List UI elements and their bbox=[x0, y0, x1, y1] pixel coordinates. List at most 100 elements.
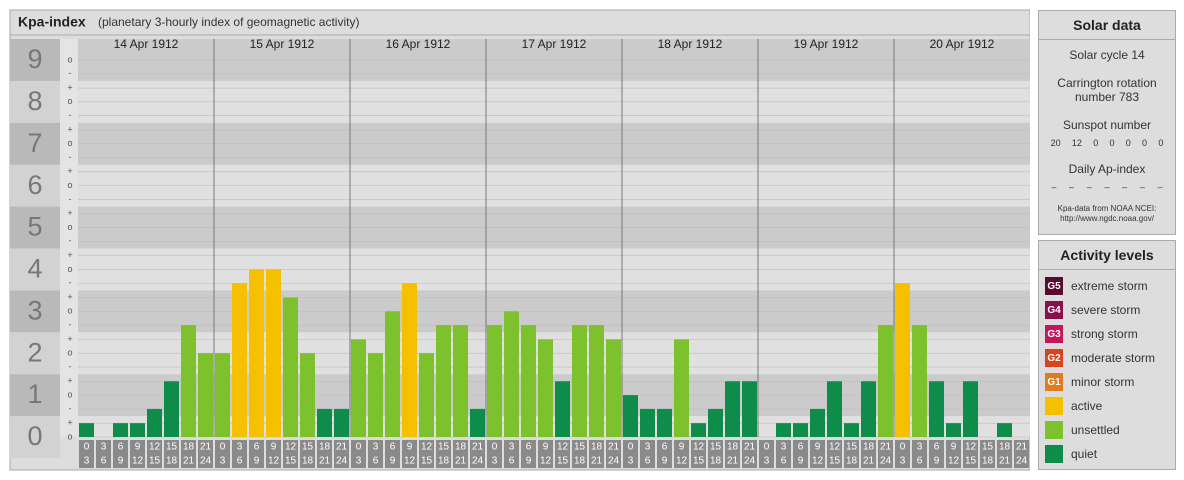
sunspot-number: 0 bbox=[1125, 138, 1131, 148]
legend-item: G5 extreme storm bbox=[1045, 276, 1169, 296]
hour-from: 9 bbox=[951, 442, 957, 453]
bar bbox=[810, 408, 825, 437]
hour-box bbox=[997, 440, 1012, 468]
minor-tick-label: + bbox=[67, 166, 72, 176]
y-band bbox=[10, 332, 60, 375]
hour-box bbox=[198, 440, 213, 468]
legend-label: minor storm bbox=[1071, 375, 1135, 389]
hour-to: 6 bbox=[781, 456, 787, 467]
hour-from: 21 bbox=[1016, 442, 1028, 453]
hour-to: 15 bbox=[829, 456, 841, 467]
hour-to: 12 bbox=[268, 456, 280, 467]
sunspot-number: 0 bbox=[1109, 138, 1115, 148]
bar bbox=[844, 423, 859, 437]
date-label: 15 Apr 1912 bbox=[250, 37, 315, 51]
legend-label: moderate storm bbox=[1071, 351, 1156, 365]
bar bbox=[657, 408, 672, 437]
bar bbox=[555, 381, 570, 437]
hour-box bbox=[589, 440, 604, 468]
hour-to: 15 bbox=[285, 456, 297, 467]
minor-tick-label: o bbox=[67, 306, 72, 316]
minor-tick-label: - bbox=[69, 278, 72, 288]
hour-from: 6 bbox=[526, 442, 532, 453]
hour-from: 3 bbox=[237, 442, 243, 453]
hour-from: 18 bbox=[183, 442, 195, 453]
hour-to: 3 bbox=[84, 456, 90, 467]
bar bbox=[249, 269, 264, 437]
hour-to: 9 bbox=[934, 456, 940, 467]
hour-box bbox=[181, 440, 196, 468]
minor-tick-label: + bbox=[67, 292, 72, 302]
hour-box bbox=[130, 440, 145, 468]
hour-box bbox=[215, 440, 230, 468]
hour-from: 12 bbox=[693, 442, 705, 453]
hour-to: 3 bbox=[356, 456, 362, 467]
hour-to: 15 bbox=[965, 456, 977, 467]
hour-box bbox=[878, 440, 893, 468]
minor-tick-label: - bbox=[69, 361, 72, 371]
bar bbox=[334, 408, 349, 437]
bar bbox=[997, 423, 1012, 437]
hour-from: 21 bbox=[880, 442, 892, 453]
y-tick-label: 4 bbox=[27, 254, 42, 284]
sunspot-number: 12 bbox=[1071, 138, 1082, 148]
hour-to: 24 bbox=[880, 456, 892, 467]
hour-from: 9 bbox=[271, 442, 277, 453]
hour-from: 21 bbox=[608, 442, 620, 453]
minor-tick-label: o bbox=[67, 222, 72, 232]
hour-from: 0 bbox=[628, 442, 634, 453]
hour-from: 15 bbox=[982, 442, 994, 453]
hour-to: 24 bbox=[744, 456, 756, 467]
y-tick-label: 3 bbox=[27, 295, 42, 325]
source-url: http://www.ngdc.noaa.gov/ bbox=[1060, 214, 1154, 223]
bar bbox=[419, 353, 434, 437]
ap-value: – bbox=[1139, 182, 1145, 192]
bar bbox=[691, 423, 706, 437]
hour-from: 6 bbox=[118, 442, 124, 453]
hour-box bbox=[742, 440, 757, 468]
bar bbox=[606, 339, 621, 437]
bar bbox=[181, 325, 196, 437]
hour-from: 0 bbox=[356, 442, 362, 453]
bar bbox=[232, 283, 247, 437]
solar-cycle: Solar cycle 14 bbox=[1069, 48, 1145, 62]
activity-levels-panel: Activity levels G5 extreme storm G4 severe … bbox=[1038, 240, 1176, 470]
legend-label: quiet bbox=[1071, 447, 1098, 461]
hour-from: 21 bbox=[336, 442, 348, 453]
minor-tick-label: - bbox=[69, 194, 72, 204]
sunspot-number: 0 bbox=[1142, 138, 1148, 148]
hour-from: 9 bbox=[543, 442, 549, 453]
hour-box bbox=[793, 440, 808, 468]
hour-from: 6 bbox=[934, 442, 940, 453]
minor-tick-label: o bbox=[67, 348, 72, 358]
bar bbox=[453, 325, 468, 437]
hour-to: 3 bbox=[764, 456, 770, 467]
y-band bbox=[10, 374, 60, 417]
hour-box bbox=[844, 440, 859, 468]
hour-box bbox=[266, 440, 281, 468]
hour-box bbox=[470, 440, 485, 468]
sunspot-title: Sunspot number bbox=[1062, 118, 1152, 132]
hour-box bbox=[317, 440, 332, 468]
hour-to: 15 bbox=[557, 456, 569, 467]
hour-from: 18 bbox=[591, 442, 603, 453]
hour-from: 12 bbox=[965, 442, 977, 453]
date-label: 17 Apr 1912 bbox=[522, 37, 587, 51]
y-tick-label: 9 bbox=[27, 44, 42, 74]
y-band bbox=[10, 39, 60, 81]
hour-from: 9 bbox=[679, 442, 685, 453]
minor-tick-label: - bbox=[69, 110, 72, 120]
ap-value: – bbox=[1122, 182, 1128, 192]
bar bbox=[674, 339, 689, 437]
y-band bbox=[10, 122, 60, 165]
hour-to: 9 bbox=[118, 456, 124, 467]
hour-to: 12 bbox=[540, 456, 552, 467]
hour-box bbox=[827, 440, 842, 468]
legend-label: strong storm bbox=[1071, 327, 1138, 341]
legend-swatch: G3 bbox=[1045, 325, 1063, 343]
y-tick-label: 1 bbox=[27, 379, 42, 409]
hour-from: 3 bbox=[917, 442, 923, 453]
minor-tick-label: - bbox=[69, 403, 72, 413]
minor-column bbox=[60, 39, 78, 437]
bar bbox=[368, 353, 383, 437]
